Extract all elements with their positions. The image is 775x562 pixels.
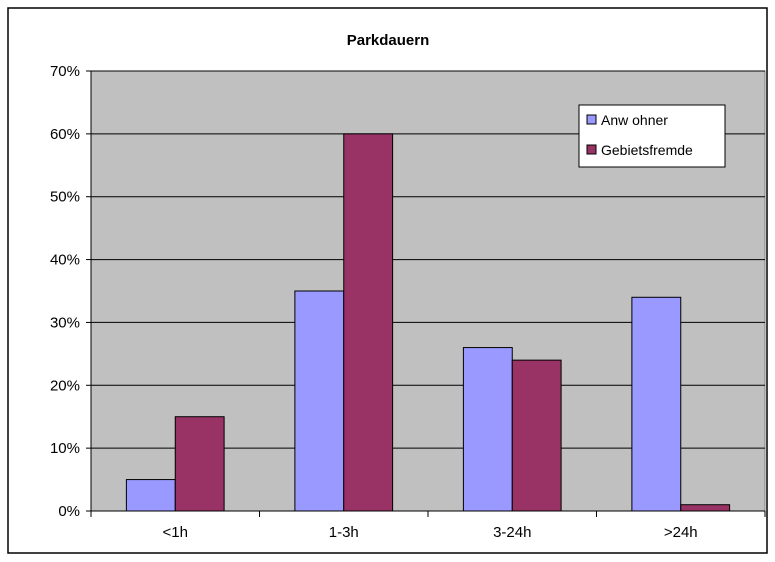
bar	[462, 347, 513, 512]
legend-label: Gebietsfremde	[601, 142, 693, 158]
chart-title: Parkdauern	[347, 32, 430, 49]
legend: Anw ohner Gebietsfremde	[578, 104, 726, 168]
bar	[511, 359, 562, 512]
y-tick-label: 60%	[50, 126, 80, 143]
legend-swatch	[586, 114, 597, 125]
bar	[680, 504, 731, 512]
legend-label: Anw ohner	[601, 112, 668, 128]
x-tick-label: <1h	[163, 524, 188, 541]
legend-box	[578, 104, 726, 168]
bar	[125, 479, 176, 512]
y-tick-label: 70%	[50, 63, 80, 80]
x-tick-label: 3-24h	[493, 524, 531, 541]
bar	[294, 290, 345, 512]
legend-swatch	[586, 144, 597, 155]
y-tick-label: 20%	[50, 377, 80, 394]
y-tick-label: 30%	[50, 314, 80, 331]
y-tick-label: 10%	[50, 440, 80, 457]
bar	[174, 416, 225, 512]
y-tick-label: 40%	[50, 252, 80, 269]
bars	[125, 133, 731, 512]
gridlines	[91, 70, 765, 449]
y-tick-label: 0%	[58, 503, 80, 520]
y-tick-label: 50%	[50, 189, 80, 206]
bar	[343, 133, 394, 512]
x-tick-label: 1-3h	[329, 524, 359, 541]
bar	[631, 296, 682, 512]
y-axis: 0% 10% 20% 30% 40% 50% 60% 70%	[50, 63, 92, 520]
x-tick-label: >24h	[664, 524, 698, 541]
